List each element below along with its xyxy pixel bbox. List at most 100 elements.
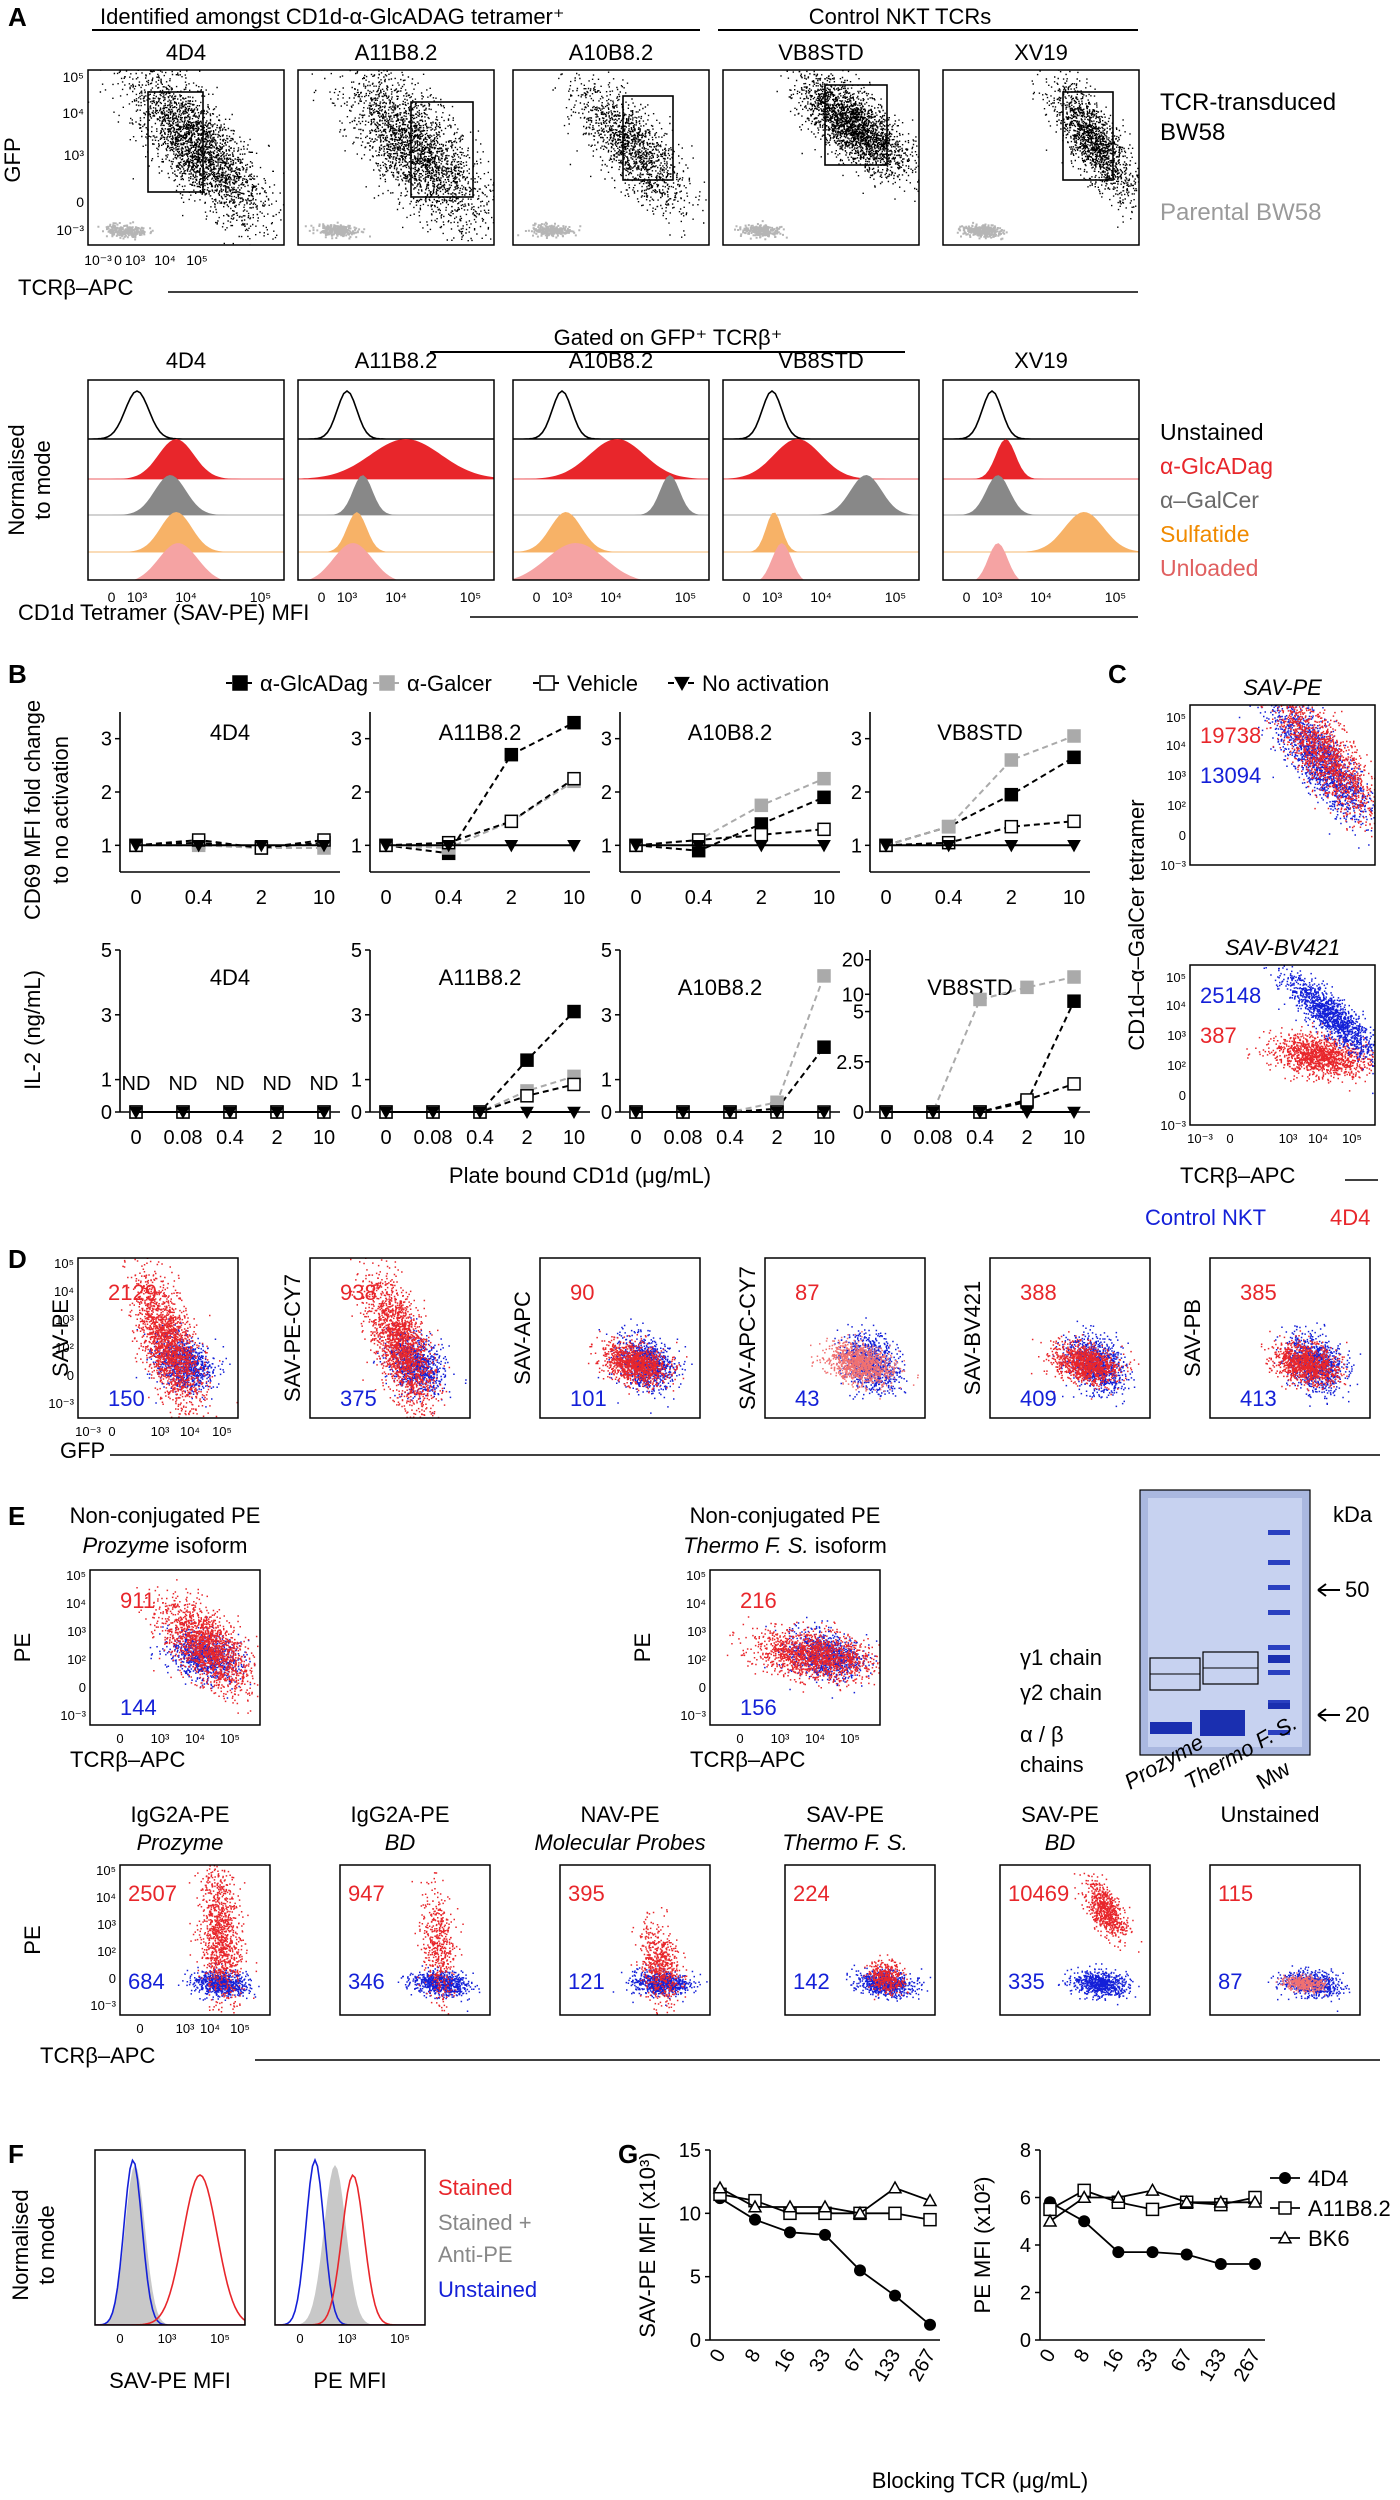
e-bottom-title: Unstained <box>1220 1802 1319 1827</box>
data-marker <box>712 2180 728 2194</box>
y-tick: 5 <box>601 940 612 962</box>
hist-x-tick: 10⁵ <box>460 589 481 605</box>
y-tick: 10³ <box>1167 1028 1186 1043</box>
dot-path <box>1275 1972 1331 1996</box>
mfi-blue: 684 <box>128 1969 165 1994</box>
data-marker <box>504 840 519 853</box>
data-marker <box>176 1106 190 1120</box>
hist-title: A11B8.2 <box>355 348 438 373</box>
ladder-band <box>1268 1670 1290 1675</box>
mfi-red: 938 <box>340 1280 377 1305</box>
x-tick: 0.4 <box>185 887 213 909</box>
y-tick: 1 <box>101 835 112 857</box>
y-tick: 10⁴ <box>54 1284 74 1299</box>
plot-inner <box>726 1616 880 1699</box>
y-tick: 20 <box>842 950 864 972</box>
data-marker <box>567 1004 581 1019</box>
data-marker <box>852 2205 868 2219</box>
y-tick: 10 <box>679 2203 701 2225</box>
data-marker <box>784 2226 796 2239</box>
hist-title: VB8STD <box>778 348 864 373</box>
c-title: SAV-BV421 <box>1225 935 1340 960</box>
data-marker <box>1067 970 1081 984</box>
mfi-red: 90 <box>570 1280 594 1305</box>
gamma1-label: γ1 chain <box>1020 1645 1102 1670</box>
data-marker <box>1067 994 1081 1008</box>
data-marker <box>1277 2230 1293 2244</box>
y-tick: 10³ <box>67 1624 86 1639</box>
y-tick: 2 <box>1020 2283 1031 2305</box>
data-marker <box>1020 980 1034 995</box>
hist-x-tick: 10³ <box>552 589 573 605</box>
x-tick: 10 <box>313 887 335 909</box>
x-tick: 0 <box>116 2331 123 2346</box>
ladder-band <box>1268 1655 1290 1663</box>
data-marker <box>1020 1093 1034 1107</box>
mfi-top: 19738 <box>1200 723 1261 748</box>
data-marker <box>817 771 831 786</box>
panel-letter-d: D <box>8 1244 27 1274</box>
data-marker <box>129 840 143 853</box>
transduced-cells <box>776 70 919 202</box>
gel-band-alpha-beta <box>1200 1710 1245 1736</box>
x-tick: 33 <box>805 2346 835 2376</box>
y-tick: 10⁵ <box>54 1256 74 1271</box>
x-tick: 33 <box>1133 2346 1163 2376</box>
data-marker <box>567 1077 581 1092</box>
hist-x-tick: 10⁴ <box>1030 589 1052 605</box>
f-histogram <box>274 2149 426 2326</box>
hist-legend-item: Unstained <box>1160 419 1264 445</box>
series-line <box>636 1046 825 1113</box>
y-tick: 10³ <box>97 1917 116 1932</box>
control-nkt-cells <box>1238 705 1375 849</box>
marker-20: 20 <box>1345 1702 1369 1727</box>
data-marker <box>1067 750 1081 765</box>
y-tick: 0 <box>1179 828 1186 843</box>
data-marker <box>1067 729 1081 743</box>
data-marker <box>129 1106 143 1120</box>
hist-row <box>943 512 1139 552</box>
channel-label: SAV-PB <box>1180 1299 1205 1377</box>
y-tick: 0 <box>76 194 84 210</box>
series-line <box>635 777 825 847</box>
x-tick: 2 <box>756 887 767 909</box>
mfi-red: 395 <box>568 1881 605 1906</box>
x-tick: 10⁻³ <box>84 252 112 268</box>
data-marker <box>922 2193 938 2207</box>
y-tick: 0 <box>1179 1088 1186 1103</box>
plot-inner <box>612 1907 708 2015</box>
plot-inner <box>298 389 494 580</box>
e-bottom-title: SAV-PE <box>806 1802 884 1827</box>
x-tick: 2 <box>1021 1127 1032 1149</box>
mfi-red: 224 <box>793 1881 830 1906</box>
data-marker <box>1067 814 1081 829</box>
channel-label: SAV-APC <box>510 1291 535 1385</box>
pe-scatter <box>709 1569 881 1726</box>
hist-legend-item: α-GlcADag <box>1160 453 1273 479</box>
4d4-cells <box>863 1954 909 2001</box>
ylabel-il2: IL-2 (ng/mL) <box>20 970 45 1090</box>
x-tick: 0 <box>380 1127 391 1149</box>
x-tick: 2 <box>271 1127 282 1149</box>
plot-inner <box>1260 1322 1362 1407</box>
hist-row <box>88 390 284 440</box>
y-tick: 2 <box>851 782 862 804</box>
data-marker <box>520 1089 534 1103</box>
f-legend-stained-plus: Stained + <box>438 2210 532 2235</box>
data-marker <box>379 675 395 691</box>
x-tick: 67 <box>1167 2346 1197 2376</box>
ladder-band <box>1268 1703 1290 1709</box>
mfi-blue: 87 <box>1218 1969 1242 1994</box>
dot-path <box>311 70 494 242</box>
plot-inner <box>845 1954 932 2002</box>
e-bottom-title: IgG2A-PE <box>130 1802 229 1827</box>
f-legend-unstained: Unstained <box>438 2277 537 2302</box>
data-marker <box>1004 840 1019 853</box>
y-tick: 10⁴ <box>62 105 84 121</box>
y-tick: 0 <box>351 1102 362 1124</box>
dot-path <box>120 1258 238 1418</box>
mfi-bottom: 13094 <box>1200 763 1261 788</box>
f-ylabel-2: to mode <box>34 2205 59 2285</box>
tetramer-hist-A10B8.2 <box>512 379 710 581</box>
